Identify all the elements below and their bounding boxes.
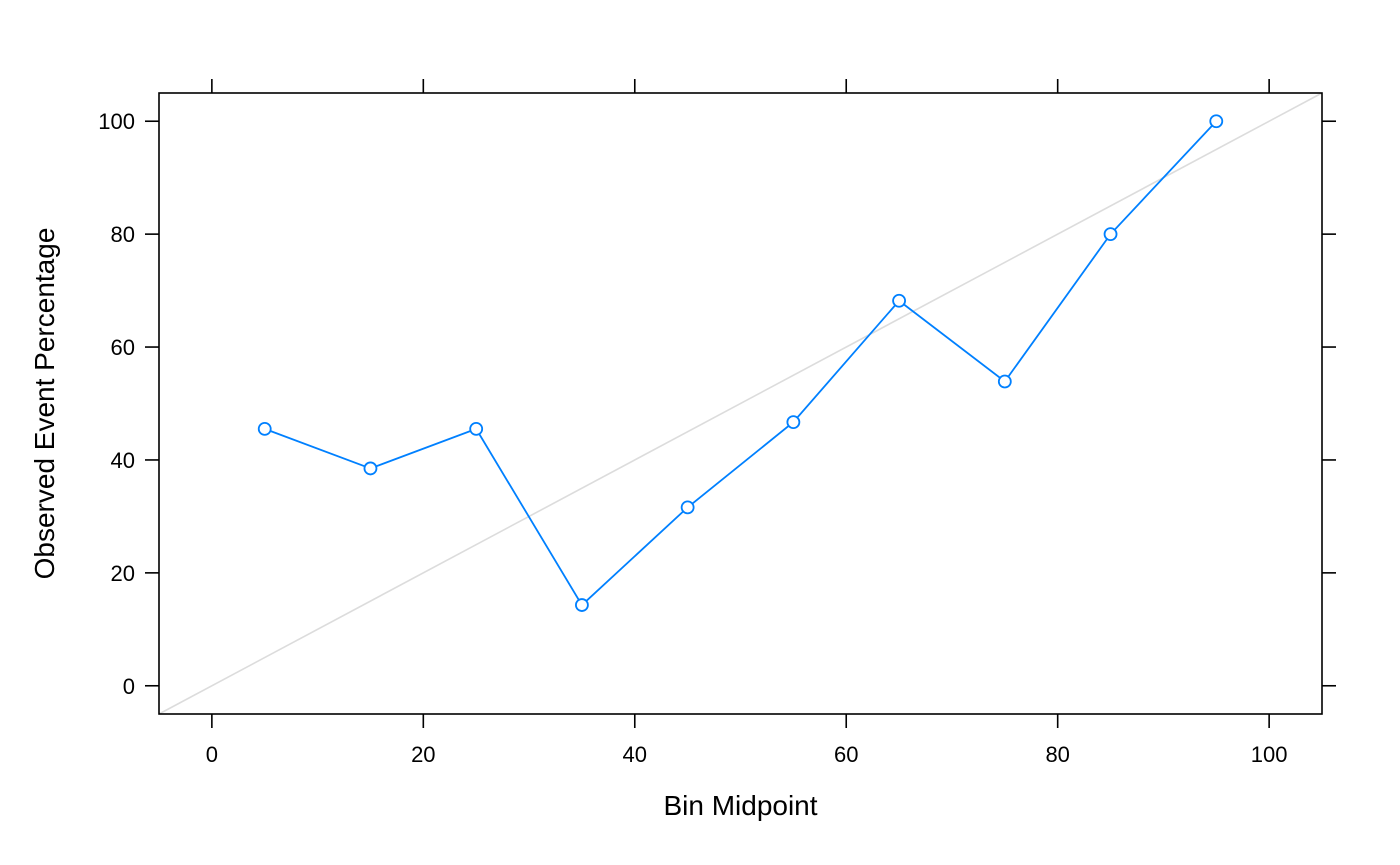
y-tick-label: 0	[123, 674, 135, 699]
y-axis-title: Observed Event Percentage	[29, 228, 60, 580]
x-tick-label: 0	[206, 742, 218, 767]
series-line	[264, 120, 1217, 607]
y-tick-label: 40	[111, 448, 135, 473]
data-point	[1103, 227, 1118, 242]
plot-frame	[158, 92, 1323, 715]
x-tick-label: 20	[411, 742, 435, 767]
reference-line-layer	[158, 92, 1323, 715]
data-point	[786, 415, 801, 430]
data-point	[575, 598, 589, 612]
y-tick-label: 20	[111, 561, 135, 586]
data-point	[1209, 114, 1224, 129]
data-point	[363, 461, 378, 476]
x-tick-label: 40	[623, 742, 647, 767]
x-tick-label: 60	[834, 742, 858, 767]
tick-layer: 0 20 40 60 80 100 0 20 40 60 80 100	[98, 79, 1336, 767]
x-tick-label: 100	[1251, 742, 1288, 767]
data-point	[680, 500, 695, 515]
data-point	[892, 293, 906, 308]
reference-diagonal-line	[158, 92, 1323, 715]
x-tick-label: 80	[1045, 742, 1069, 767]
y-tick-label: 100	[98, 109, 135, 134]
data-point	[469, 422, 484, 436]
data-point	[997, 374, 1012, 389]
x-axis-title: Bin Midpoint	[663, 790, 817, 821]
series-layer	[257, 114, 1224, 612]
y-tick-label: 60	[111, 335, 135, 360]
data-point	[257, 422, 272, 436]
y-tick-label: 80	[111, 222, 135, 247]
